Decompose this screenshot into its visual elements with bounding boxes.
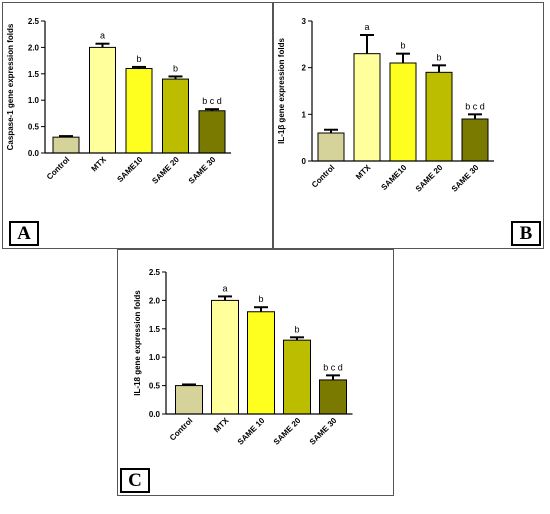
y-tick-label: 2.0	[28, 43, 40, 52]
x-tick-label: Control	[310, 163, 336, 189]
y-axis-label: IL-18 gene expression folds	[133, 290, 142, 396]
x-tick-label: Control	[168, 416, 194, 442]
significance-label: a	[364, 22, 369, 32]
y-tick-label: 0.0	[28, 149, 40, 158]
chart-b: IL-1β gene expression folds 0 1 2 3 Control a M…	[277, 17, 494, 194]
y-tick-label: 0	[302, 157, 307, 166]
panel-a: Caspase-1 gene expression folds 0.0 0.5 1.0…	[2, 2, 273, 249]
x-tick-label: SAME 20	[272, 416, 303, 447]
y-tick-label: 2.5	[28, 17, 40, 26]
significance-label: b	[173, 63, 178, 73]
bar	[319, 379, 347, 415]
panel-c: IL-18 gene expression folds 0.0 0.5 1.0 1.5 2…	[117, 249, 394, 496]
y-tick-label: 1.0	[28, 96, 40, 105]
significance-label: b	[258, 294, 263, 304]
y-tick-label: 3	[302, 17, 307, 26]
panel-b: IL-1β gene expression folds 0 1 2 3 Control a M…	[273, 2, 544, 249]
panel-a-letter: A	[9, 221, 39, 246]
bar	[353, 53, 381, 162]
y-axis-label: Caspase-1 gene expression folds	[6, 23, 15, 150]
x-tick-label: MTX	[90, 155, 109, 174]
significance-label: a	[222, 283, 227, 293]
y-tick-label: 2.0	[149, 296, 161, 305]
x-tick-label: MTX	[212, 416, 231, 435]
bar	[211, 299, 239, 415]
significance-label: b	[436, 52, 441, 62]
chart-a: Caspase-1 gene expression folds 0.0 0.5 1.0…	[6, 17, 231, 186]
bar	[425, 71, 453, 162]
bar	[162, 78, 189, 154]
x-tick-label: SAME 30	[450, 163, 481, 194]
x-tick-label: SAME 20	[150, 155, 181, 186]
panel-c-letter: C	[120, 468, 150, 493]
x-tick-label: SAME 20	[414, 163, 445, 194]
chart-c: IL-18 gene expression folds 0.0 0.5 1.0 1.5 2…	[133, 268, 353, 447]
bar	[52, 136, 80, 154]
y-tick-label: 2.5	[149, 268, 161, 277]
significance-label: b	[294, 324, 299, 334]
significance-label: b c d	[465, 101, 485, 111]
x-tick-label: SAME 30	[308, 416, 339, 447]
x-tick-label: SAME 10	[236, 416, 267, 447]
bar	[125, 68, 153, 154]
y-tick-label: 0.5	[28, 123, 40, 132]
y-tick-label: 1	[302, 110, 307, 119]
significance-label: b	[400, 41, 405, 51]
bar	[198, 110, 226, 154]
x-tick-label: SAME10	[115, 155, 144, 184]
y-axis-label: IL-1β gene expression folds	[277, 38, 286, 144]
y-tick-label: 1.0	[149, 353, 161, 362]
x-tick-label: Control	[45, 155, 71, 181]
y-tick-label: 2	[302, 64, 307, 73]
x-tick-label: MTX	[354, 163, 373, 182]
significance-label: b	[136, 54, 141, 64]
significance-label: a	[100, 31, 105, 41]
bar	[89, 46, 116, 154]
bar	[247, 311, 275, 415]
x-tick-label: SAME10	[379, 163, 408, 192]
y-tick-label: 0.5	[149, 382, 161, 391]
y-tick-label: 1.5	[149, 325, 161, 334]
bar	[175, 385, 203, 415]
panel-b-letter: B	[511, 221, 541, 246]
bar	[283, 339, 311, 415]
significance-label: b c d	[202, 96, 222, 106]
bar	[317, 132, 345, 162]
y-tick-label: 1.5	[28, 70, 40, 79]
bar	[461, 118, 489, 162]
significance-label: b c d	[323, 362, 343, 372]
x-tick-label: SAME 30	[187, 155, 218, 186]
bar	[389, 62, 417, 162]
y-tick-label: 0.0	[149, 410, 161, 419]
